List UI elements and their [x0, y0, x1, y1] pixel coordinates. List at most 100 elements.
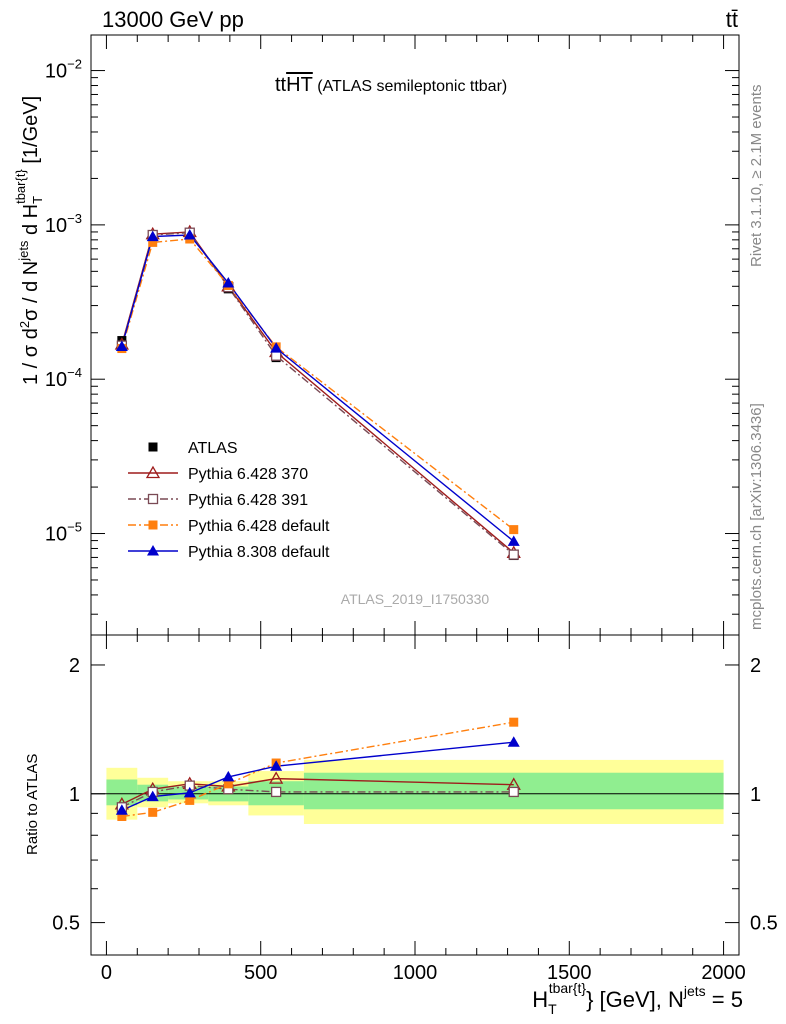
legend-label: Pythia 6.428 370: [188, 466, 308, 483]
ylabel-sup: 2: [17, 321, 32, 328]
legend-item-data: ATLAS: [148, 440, 238, 457]
legend-marker: [145, 465, 161, 479]
legend-item-p370: Pythia 6.428 370: [128, 465, 308, 483]
x-tick-label: 500: [244, 962, 277, 984]
legend-item-p6def: Pythia 6.428 default: [128, 518, 330, 535]
header-left: 13000 GeV pp: [102, 7, 244, 32]
markers-p8def: [115, 228, 520, 546]
ratio-series-p6def: [121, 721, 514, 818]
chart-title: ttHT (ATLAS semileptonic ttbar): [275, 74, 507, 96]
y-tick-label: 10−3: [45, 211, 82, 237]
ratio-markers-p8def: [115, 736, 520, 815]
y-tick-label-right: 2: [750, 655, 761, 677]
ratio-point-p6def: [117, 811, 127, 821]
ratio-point-p8def: [270, 760, 283, 771]
markers-p6def: [117, 234, 519, 535]
y-tick-label: 1: [69, 784, 80, 806]
analysis-tag: ATLAS_2019_I1750330: [341, 591, 490, 607]
legend-marker: [148, 442, 158, 452]
legend-marker: [148, 520, 158, 530]
ratio-y-label: Ratio to ATLAS: [24, 754, 41, 855]
markers-p370: [114, 224, 521, 558]
ylabel-part: σ / d N: [20, 261, 42, 321]
point-p8def: [507, 535, 520, 546]
ylabel-sub: T: [30, 196, 45, 204]
y-tick-label-right: 0.5: [750, 913, 778, 935]
ratio-point-p8def: [115, 804, 128, 815]
ratio-point-p391: [508, 786, 519, 798]
xlabel-part: } [GeV], N: [586, 987, 684, 1012]
x-tick-label: 0: [101, 962, 112, 984]
ylabel-sup: tbar{t}: [13, 169, 28, 204]
ratio-point-p6def: [223, 779, 233, 789]
main-plot-area: [114, 224, 521, 561]
y-tick-label: 10−2: [45, 57, 82, 83]
point-p6def: [509, 525, 519, 535]
ratio-panel: 0.5 0.5 1 1 2 2 0 500 1000 1500 2000 Ratio to ATL…: [24, 634, 778, 1017]
ratio-point-p8def: [146, 790, 159, 802]
xlabel-part: H: [532, 987, 548, 1012]
ylabel-part: [1/GeV]: [20, 96, 42, 169]
xlabel-sup: jets: [683, 983, 706, 999]
title-suffix: (ATLAS semileptonic ttbar): [313, 78, 507, 95]
ylabel-part: d H: [20, 204, 42, 241]
series-line: [121, 234, 515, 542]
series-p391: [121, 231, 515, 556]
ratio-y-axis: 0.5 0.5 1 1 2 2: [52, 655, 778, 935]
title-main: tt: [275, 74, 287, 96]
ratio-point-p6def: [148, 807, 158, 817]
x-tick-label: 2000: [701, 962, 746, 984]
y-tick-label: 10−5: [45, 520, 82, 546]
legend-item-p8def: Pythia 8.308 default: [128, 544, 330, 561]
ratio-point-p391: [270, 786, 282, 798]
legend: ATLAS Pythia 6.428 370 Pythia 6.428 391 Pyt…: [128, 440, 330, 561]
ylabel-part: 1 / σ d: [20, 328, 42, 385]
ratio-point-p370: [269, 771, 284, 784]
point-p8def: [146, 230, 159, 242]
xlabel-part: = 5: [706, 987, 743, 1012]
ratio-point-p8def: [222, 770, 235, 782]
y-tick-label: 0.5: [52, 913, 80, 935]
x-tick-label: 1500: [547, 962, 592, 984]
main-panel: 10−2 10−3 10−4 10−5 ttHT (ATLAS semileptoni…: [13, 34, 740, 636]
ratio-line: [121, 721, 514, 818]
point-p8def: [183, 228, 196, 240]
ratio-point-p6def: [185, 795, 195, 805]
point-p6def: [148, 237, 158, 247]
x-axis-label: HTtbar{t}} [GeV], Njets = 5: [532, 980, 743, 1017]
point-p8def: [115, 340, 128, 351]
point-p8def: [270, 342, 283, 353]
x-tick-label: 1000: [393, 962, 438, 984]
markers-data: [117, 230, 519, 561]
title-overlined: HT: [286, 74, 313, 96]
series-line: [121, 231, 515, 556]
xlabel-sub: T: [548, 1001, 557, 1017]
band-inner: [106, 779, 138, 806]
legend-label: Pythia 6.428 default: [188, 518, 330, 535]
legend-label: Pythia 6.428 391: [188, 492, 308, 509]
markers-p391: [116, 227, 519, 560]
series-line: [121, 238, 515, 531]
legend-item-p391: Pythia 6.428 391: [128, 492, 308, 509]
point-p8def: [222, 277, 235, 288]
legend-marker: [147, 545, 159, 556]
main-y-label: 1 / σ d2σ / d Njets d HTtbar{t} [1/GeV]: [13, 96, 45, 385]
point-p391: [508, 549, 519, 560]
xlabel-sup: tbar{t}: [549, 980, 587, 996]
mcplots-label: mcplots.cern.ch [arXiv:1306.3436]: [748, 403, 765, 630]
y-tick-label: 2: [69, 655, 80, 677]
y-tick-label: 10−4: [45, 365, 82, 391]
legend-label: ATLAS: [188, 440, 238, 457]
y-tick-label-right: 1: [750, 784, 761, 806]
ylabel-sup: jets: [16, 240, 31, 262]
main-x-axis: [105, 35, 725, 635]
series-p6def: [121, 238, 515, 531]
ratio-point-p8def: [183, 786, 196, 798]
ratio-x-axis: 0 500 1000 1500 2000: [101, 635, 746, 984]
ratio-series-p8def: [121, 741, 514, 811]
series-p8def: [121, 234, 515, 542]
legend-label: Pythia 8.308 default: [188, 544, 330, 561]
ratio-line: [121, 741, 514, 811]
main-y-axis: 10−2 10−3 10−4 10−5: [45, 57, 739, 615]
